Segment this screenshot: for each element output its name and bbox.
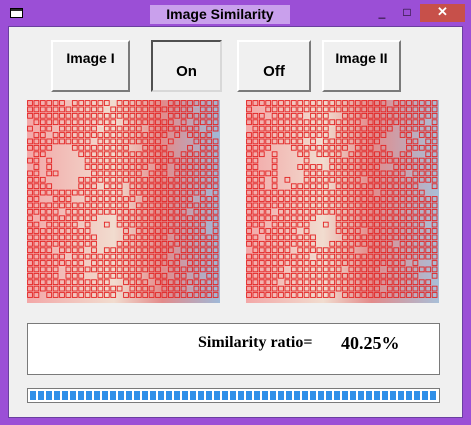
app-window-icon[interactable] xyxy=(10,8,23,18)
progress-segment xyxy=(302,391,308,400)
progress-segment xyxy=(254,391,260,400)
progress-segment xyxy=(118,391,124,400)
progress-segment xyxy=(326,391,332,400)
progress-segment xyxy=(174,391,180,400)
progress-segment xyxy=(262,391,268,400)
progress-segment xyxy=(150,391,156,400)
progress-segment xyxy=(366,391,372,400)
client-area: Image I On Off Image II xyxy=(8,26,463,418)
progress-segment xyxy=(294,391,300,400)
result-box: Similarity ratio= 40.25% xyxy=(27,323,440,375)
progress-segment xyxy=(142,391,148,400)
progress-segment xyxy=(54,391,60,400)
progress-segment xyxy=(422,391,428,400)
progress-segment xyxy=(222,391,228,400)
progress-segment xyxy=(406,391,412,400)
load-image-1-button[interactable]: Image I xyxy=(51,40,130,92)
progress-segment xyxy=(198,391,204,400)
progress-segment xyxy=(190,391,196,400)
progress-segment xyxy=(70,391,76,400)
image-1-grid xyxy=(27,100,219,298)
progress-segment xyxy=(230,391,236,400)
progress-segment xyxy=(398,391,404,400)
progress-segment xyxy=(334,391,340,400)
progress-segment xyxy=(86,391,92,400)
progress-segment xyxy=(62,391,68,400)
progress-segment xyxy=(430,391,436,400)
image-1-panel xyxy=(27,100,220,303)
progress-segment xyxy=(214,391,220,400)
progress-fill xyxy=(30,391,437,400)
progress-segment xyxy=(382,391,388,400)
progress-segment xyxy=(278,391,284,400)
off-button[interactable]: Off xyxy=(237,40,311,92)
progress-segment xyxy=(246,391,252,400)
progress-bar xyxy=(27,388,440,403)
progress-segment xyxy=(30,391,36,400)
progress-segment xyxy=(414,391,420,400)
image-2-grid xyxy=(246,100,438,298)
progress-segment xyxy=(46,391,52,400)
progress-segment xyxy=(270,391,276,400)
progress-segment xyxy=(78,391,84,400)
progress-segment xyxy=(126,391,132,400)
progress-segment xyxy=(38,391,44,400)
progress-segment xyxy=(206,391,212,400)
minimize-button[interactable]: _ xyxy=(378,5,386,19)
progress-segment xyxy=(110,391,116,400)
progress-segment xyxy=(134,391,140,400)
load-image-2-button[interactable]: Image II xyxy=(322,40,401,92)
maximize-button[interactable]: □ xyxy=(403,5,411,19)
progress-segment xyxy=(342,391,348,400)
similarity-ratio-label: Similarity ratio= xyxy=(198,334,313,351)
progress-segment xyxy=(310,391,316,400)
similarity-ratio-value: 40.25% xyxy=(341,333,400,353)
progress-segment xyxy=(94,391,100,400)
progress-segment xyxy=(350,391,356,400)
progress-segment xyxy=(102,391,108,400)
close-button[interactable]: ✕ xyxy=(420,4,465,22)
image-2-panel xyxy=(246,100,439,303)
progress-segment xyxy=(166,391,172,400)
progress-segment xyxy=(374,391,380,400)
title-bar[interactable]: Image Similarity _ □ ✕ xyxy=(0,0,471,26)
progress-segment xyxy=(390,391,396,400)
progress-segment xyxy=(318,391,324,400)
window-title: Image Similarity xyxy=(150,5,290,24)
on-button[interactable]: On xyxy=(151,40,222,92)
progress-segment xyxy=(358,391,364,400)
progress-segment xyxy=(238,391,244,400)
progress-segment xyxy=(286,391,292,400)
progress-segment xyxy=(182,391,188,400)
progress-segment xyxy=(158,391,164,400)
